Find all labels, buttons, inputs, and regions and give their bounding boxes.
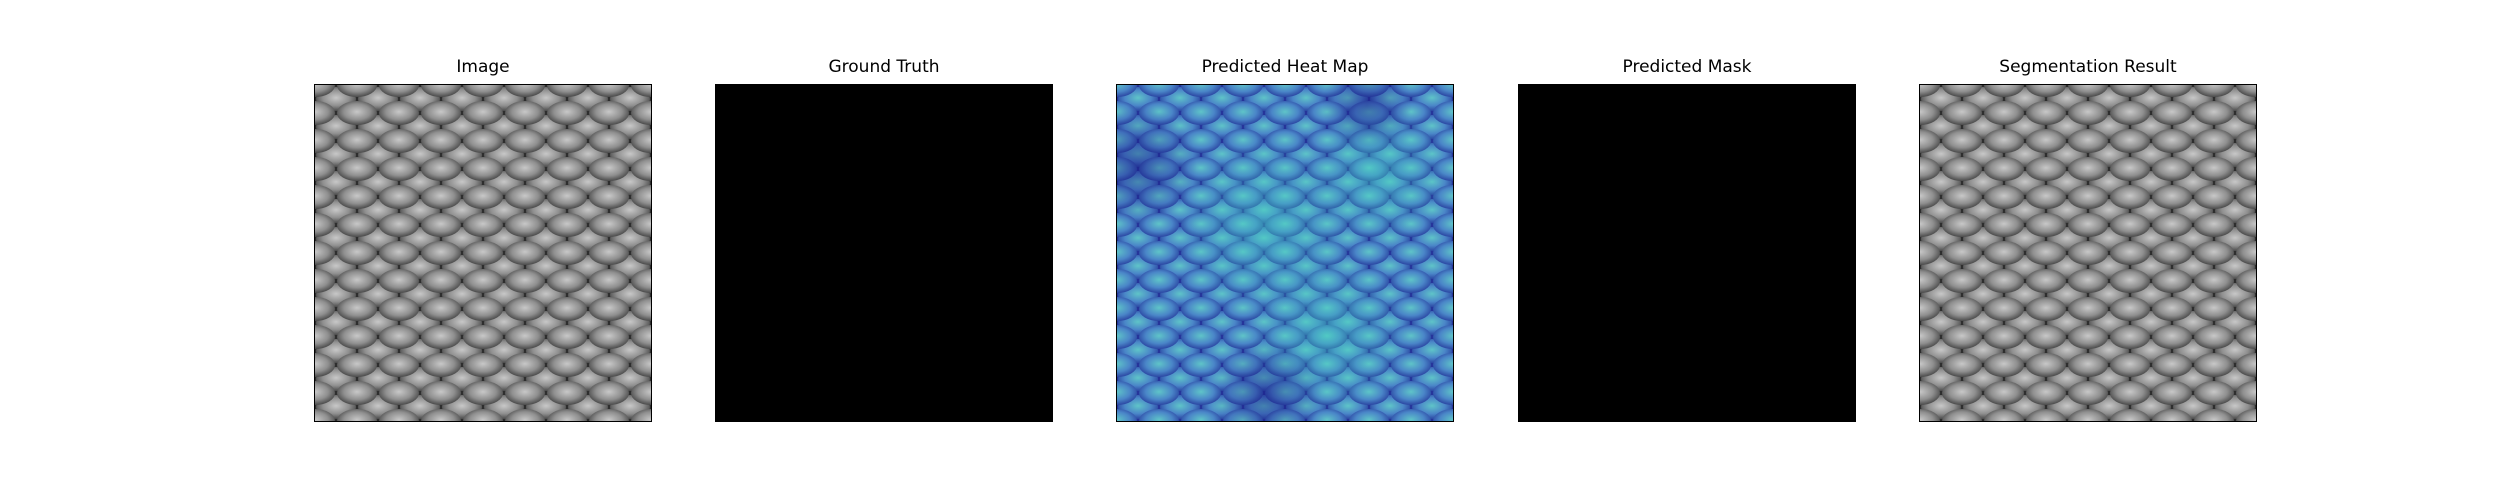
heat-map-overlay — [1116, 84, 1454, 422]
empty-mask-icon — [716, 85, 1052, 421]
ground-truth-mask — [715, 84, 1053, 422]
panel-title-segmentation-result: Segmentation Result — [1999, 57, 2177, 77]
image-texture — [314, 84, 652, 422]
heatmap-overlay-icon — [1117, 85, 1453, 421]
segmentation-result-texture — [1919, 84, 2257, 422]
panel-title-image: Image — [456, 57, 510, 77]
woven-mesh-texture-icon — [315, 85, 651, 421]
empty-mask-icon — [1519, 85, 1855, 421]
panel-title-heat-map: Predicted Heat Map — [1201, 57, 1369, 77]
woven-mesh-texture-icon — [1920, 85, 2256, 421]
panel-title-predicted-mask: Predicted Mask — [1622, 57, 1752, 77]
predicted-mask — [1518, 84, 1856, 422]
panel-title-ground-truth: Ground Truth — [828, 57, 940, 77]
